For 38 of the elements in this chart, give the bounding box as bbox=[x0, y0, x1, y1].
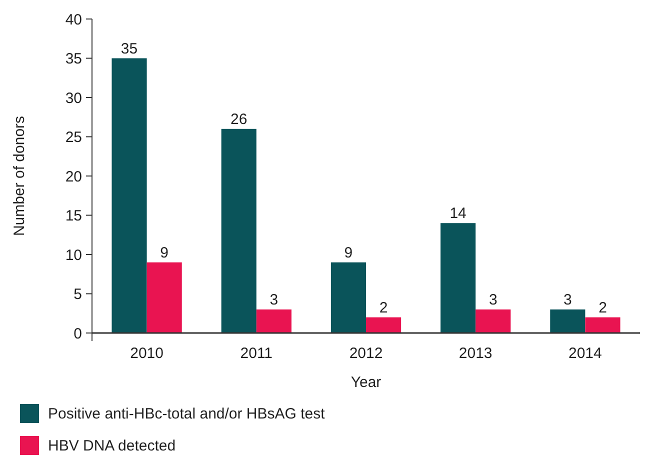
y-tick-label: 40 bbox=[65, 11, 82, 28]
data-label: 3 bbox=[270, 291, 278, 308]
x-tick-label: 2010 bbox=[130, 345, 164, 362]
x-tick-label: 2013 bbox=[458, 345, 492, 362]
legend-label: Positive anti-HBc-total and/or HBsAG test bbox=[48, 405, 326, 422]
data-label: 3 bbox=[563, 291, 572, 308]
y-tick-label: 35 bbox=[65, 50, 82, 68]
y-tick-label: 0 bbox=[74, 325, 82, 342]
bar bbox=[146, 262, 182, 333]
y-tick-label: 30 bbox=[65, 90, 82, 107]
y-tick-label: 15 bbox=[65, 208, 82, 224]
x-axis-title: Year bbox=[350, 374, 382, 391]
data-label: 9 bbox=[344, 244, 353, 262]
bar bbox=[366, 317, 402, 333]
data-label: 2 bbox=[598, 299, 607, 316]
bar bbox=[221, 128, 256, 333]
y-axis-title: Number of donors bbox=[11, 116, 28, 236]
x-tick-label: 2012 bbox=[349, 345, 383, 362]
y-tick-label: 10 bbox=[65, 246, 82, 264]
data-label: 35 bbox=[120, 40, 138, 58]
bar bbox=[440, 223, 476, 333]
bar bbox=[550, 309, 586, 333]
data-label: 3 bbox=[488, 291, 498, 308]
y-tick-label: 5 bbox=[74, 286, 82, 303]
bar bbox=[112, 58, 147, 333]
bar bbox=[585, 317, 620, 333]
x-tick-label: 2014 bbox=[568, 345, 602, 362]
y-tick-label: 20 bbox=[65, 168, 82, 186]
x-tick-label: 2011 bbox=[240, 345, 273, 362]
bar bbox=[256, 309, 292, 333]
data-label: 26 bbox=[230, 110, 248, 128]
bar bbox=[476, 309, 511, 333]
legend-label: HBV DNA detected bbox=[48, 437, 176, 454]
bar bbox=[330, 262, 366, 333]
data-label: 14 bbox=[450, 205, 466, 222]
data-label: 9 bbox=[160, 244, 169, 262]
y-tick-label: 25 bbox=[65, 129, 82, 146]
data-label: 2 bbox=[379, 299, 388, 316]
